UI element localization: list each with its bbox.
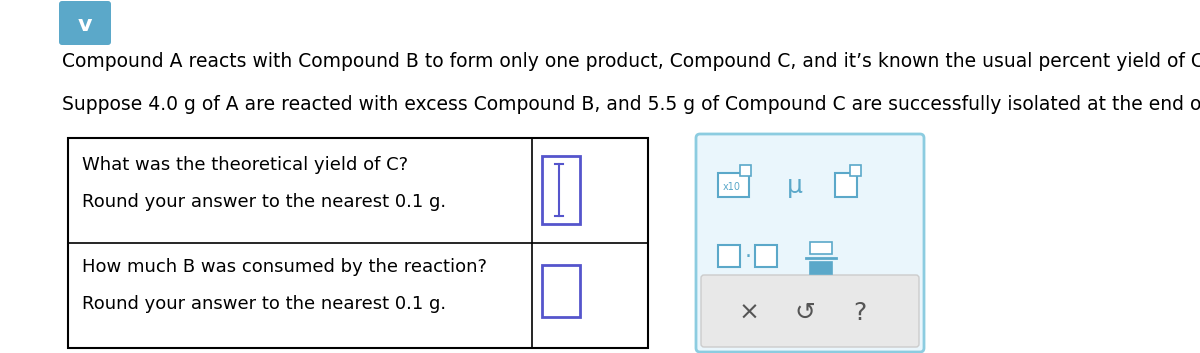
Text: Round your answer to the nearest 0.1 g.: Round your answer to the nearest 0.1 g. — [82, 295, 446, 313]
Bar — [756, 245, 778, 267]
Text: What was the theoretical yield of C?: What was the theoretical yield of C? — [82, 156, 408, 174]
Bar — [542, 265, 580, 317]
Bar — [542, 156, 580, 224]
FancyBboxPatch shape — [696, 134, 924, 352]
FancyBboxPatch shape — [701, 275, 919, 347]
Text: ×: × — [739, 301, 760, 325]
Text: ?: ? — [853, 301, 866, 325]
Text: Compound A reacts with Compound B to form only one product, Compound C, and it’s: Compound A reacts with Compound B to for… — [62, 52, 1200, 71]
Text: μ: μ — [787, 174, 803, 198]
Bar — [740, 165, 751, 176]
Text: x10: x10 — [722, 182, 740, 192]
Bar — [718, 173, 749, 197]
Bar — [718, 245, 740, 267]
Text: How much B was consumed by the reaction?: How much B was consumed by the reaction? — [82, 258, 487, 276]
Bar — [851, 165, 862, 176]
Text: Round your answer to the nearest 0.1 g.: Round your answer to the nearest 0.1 g. — [82, 193, 446, 211]
Bar — [810, 262, 832, 274]
Text: v: v — [78, 15, 92, 35]
Bar — [68, 138, 648, 348]
Text: ·: · — [744, 247, 751, 267]
Text: Suppose 4.0 g of A are reacted with excess Compound B, and 5.5 g of Compound C a: Suppose 4.0 g of A are reacted with exce… — [62, 95, 1200, 114]
FancyBboxPatch shape — [59, 1, 112, 45]
Text: ↺: ↺ — [794, 301, 815, 325]
Bar — [835, 173, 857, 197]
Bar — [810, 242, 832, 254]
